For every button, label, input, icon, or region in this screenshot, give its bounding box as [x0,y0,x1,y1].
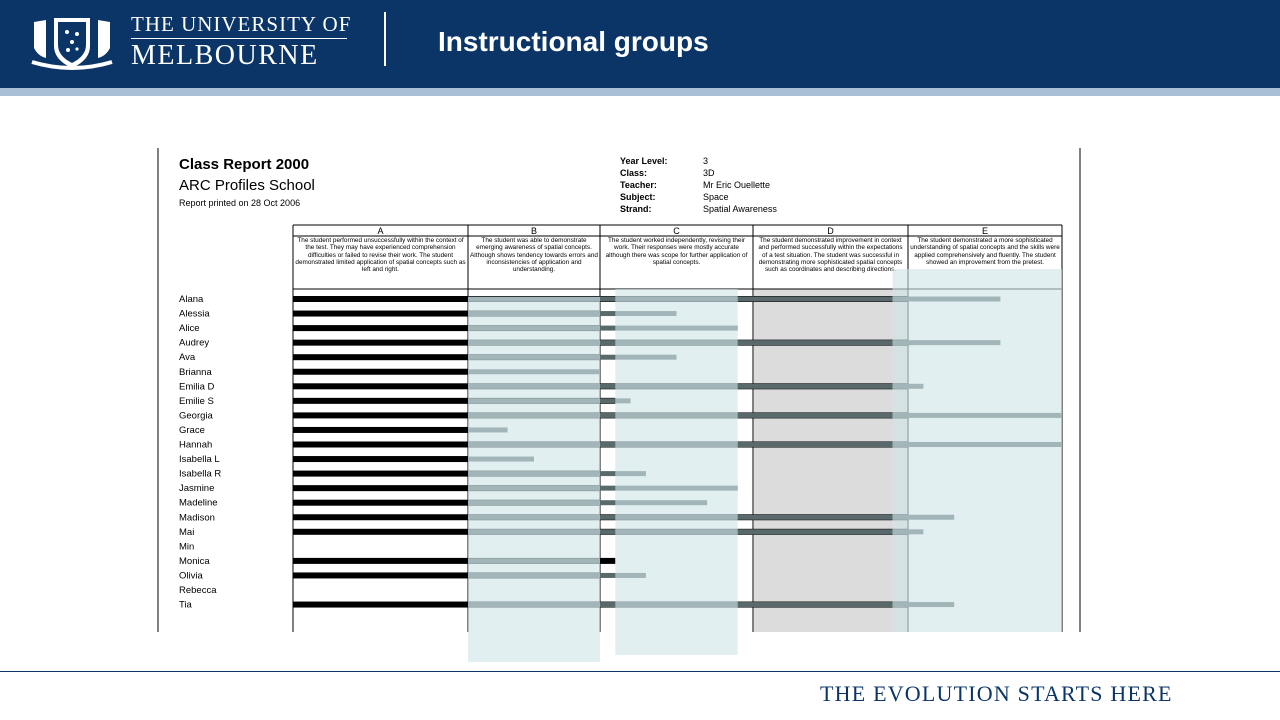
student-name-brianna: Brianna [179,367,212,378]
teacher-bar-isabella-l [293,456,468,463]
level-label-c: C [673,226,680,236]
teacher-bar-alice [293,325,600,332]
footer-tagline: THE EVOLUTION STARTS HERE [820,681,1173,706]
instructional-group-c [615,289,738,655]
level-label-a: A [377,226,383,236]
header-bar: THE UNIVERSITY OF MELBOURNE Instructiona… [0,0,1280,88]
student-name-isabella-l: Isabella L [179,454,220,465]
student-name-alana: Alana [179,294,204,305]
meta-key-strand: Strand: [620,204,652,214]
header-stripe [0,88,1280,96]
level-description-e: The student demonstrated a more sophisti… [910,237,1060,266]
teacher-bar-madeline [293,499,600,506]
meta-key-year-level: Year Level: [620,156,668,166]
level-label-d: D [827,226,834,236]
student-bar-georgia [468,412,1062,418]
slide-title: Instructional groups [438,26,709,57]
student-name-tia: Tia [179,600,193,611]
teacher-bar-ava [293,354,600,361]
meta-key-teacher: Teacher: [620,180,657,190]
student-name-alice: Alice [179,323,200,334]
student-name-madeline: Madeline [179,498,218,509]
student-name-emilia-d: Emilia D [179,381,215,392]
teacher-bar-brianna [293,368,468,375]
student-name-emilie-s: Emilie S [179,396,214,407]
level-label-e: E [982,226,988,236]
instructional-group-e [892,269,1062,632]
teacher-bar-isabella-r [293,470,600,477]
university-crest-icon [31,18,113,70]
student-name-audrey: Audrey [179,338,209,349]
student-name-madison: Madison [179,512,215,523]
teacher-bar-alessia [293,310,600,317]
student-bar-jasmine [468,485,738,491]
student-bar-alice [468,325,738,331]
level-description-a: The student performed unsuccessfully wit… [295,237,465,273]
header-divider [384,12,386,66]
student-name-min: Min [179,541,194,552]
teacher-bar-olivia [293,572,600,579]
student-name-monica: Monica [179,556,210,567]
student-bar-hannah [468,442,1062,447]
university-name-rule [131,38,347,39]
teacher-bar-monica [293,557,616,564]
level-label-b: B [531,226,537,236]
student-name-grace: Grace [179,425,205,436]
footer-rule [0,671,1280,672]
level-description-d: The student demonstrated improvement in … [758,237,902,273]
report-printed-date: Report printed on 28 Oct 2006 [179,198,301,208]
university-name-line2: MELBOURNE [131,40,319,71]
student-name-alessia: Alessia [179,309,210,320]
report-school: ARC Profiles School [179,177,315,194]
teacher-bar-jasmine [293,485,600,492]
student-name-rebecca: Rebecca [179,585,217,596]
teacher-bar-grace [293,426,468,433]
student-name-isabella-r: Isabella R [179,469,221,480]
student-name-jasmine: Jasmine [179,483,214,494]
student-name-olivia: Olivia [179,570,203,581]
level-description-c: The student worked independently, revisi… [606,237,748,266]
meta-value-year-level: 3 [703,156,709,166]
instructional-group-b [468,297,600,662]
student-name-mai: Mai [179,527,194,538]
student-name-georgia: Georgia [179,410,214,421]
meta-key-class: Class: [620,168,648,178]
university-name-line1: THE UNIVERSITY OF [131,12,352,36]
meta-value-teacher: Mr Eric Ouellette [703,180,771,190]
meta-value-strand: Spatial Awareness [703,204,777,214]
report-title: Class Report 2000 [179,156,310,173]
meta-value-subject: Space [703,192,729,202]
student-name-hannah: Hannah [179,440,212,451]
meta-value-class: 3D [703,168,715,178]
zone-d-shading [754,289,907,632]
student-name-ava: Ava [179,352,196,363]
level-description-b: The student was able to demonstrate emer… [470,237,598,273]
meta-key-subject: Subject: [620,192,656,202]
teacher-bar-emilie-s [293,397,616,404]
